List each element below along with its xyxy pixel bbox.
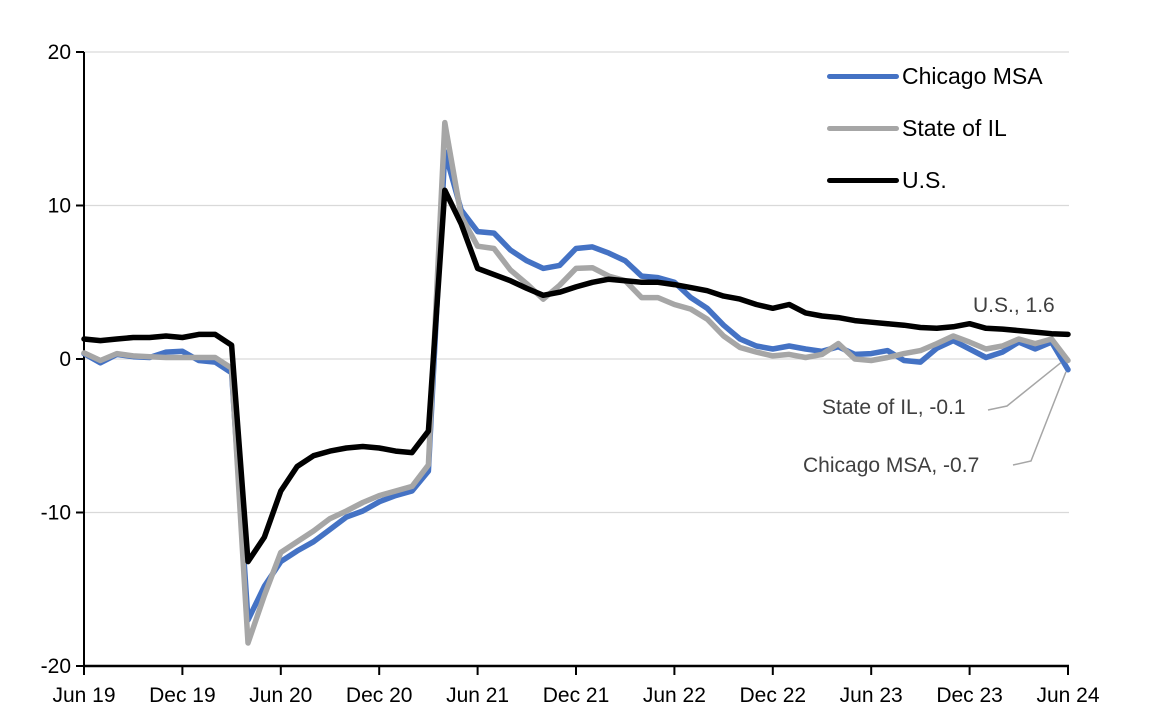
x-tick-label: Jun 20 xyxy=(249,684,312,707)
annotation-leader-state-of-il xyxy=(987,361,1062,411)
legend: Chicago MSA State of IL U.S. xyxy=(827,62,1043,218)
legend-item-state-of-il: State of IL xyxy=(827,114,1043,142)
x-tick-label: Jun 21 xyxy=(446,684,509,707)
annotation-state-of-il: State of IL, -0.1 xyxy=(822,396,966,419)
x-tick-label: Jun 19 xyxy=(52,684,115,707)
x-tick-label: Dec 23 xyxy=(936,684,1003,707)
y-tick-label: 10 xyxy=(48,195,71,218)
x-tick-label: Jun 24 xyxy=(1036,684,1099,707)
legend-swatch-us xyxy=(827,177,899,183)
y-tick-label: -20 xyxy=(41,655,71,678)
annotation-us: U.S., 1.6 xyxy=(973,294,1055,317)
x-tick-label: Dec 21 xyxy=(543,684,610,707)
x-tick-label: Dec 20 xyxy=(346,684,413,707)
legend-item-us: U.S. xyxy=(827,166,1043,194)
legend-swatch-state-of-il xyxy=(827,125,899,131)
y-tick-label: 20 xyxy=(48,41,71,64)
annotation-leader-chicago-msa xyxy=(1012,371,1067,466)
legend-swatch-chicago-msa xyxy=(827,73,899,79)
y-tick-label: -10 xyxy=(41,502,71,525)
legend-label-state-of-il: State of IL xyxy=(902,114,1007,141)
annotation-chicago-msa: Chicago MSA, -0.7 xyxy=(803,454,980,477)
x-tick-label: Dec 19 xyxy=(149,684,216,707)
series-line-state-of-il xyxy=(81,119,1071,646)
series-line-u-s xyxy=(81,187,1071,565)
x-tick-label: Jun 23 xyxy=(840,684,903,707)
x-tick-label: Jun 22 xyxy=(643,684,706,707)
x-tick-label: Dec 22 xyxy=(740,684,807,707)
legend-item-chicago-msa: Chicago MSA xyxy=(827,62,1043,90)
legend-label-us: U.S. xyxy=(902,166,947,193)
legend-label-chicago-msa: Chicago MSA xyxy=(902,62,1043,89)
y-tick-label: 0 xyxy=(59,348,71,371)
